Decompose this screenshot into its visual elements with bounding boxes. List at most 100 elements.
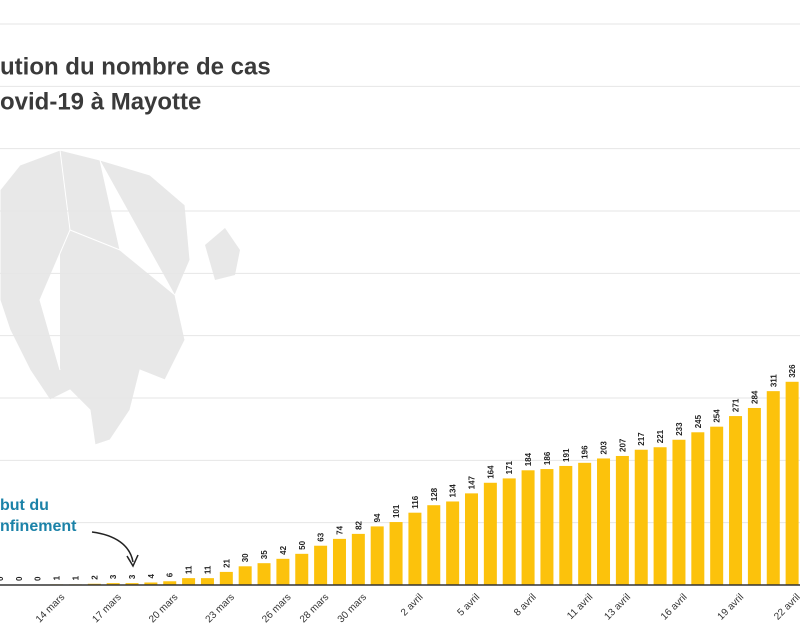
value-label: 50 — [298, 540, 307, 549]
value-label: 147 — [468, 475, 477, 489]
bar — [465, 493, 478, 585]
value-label: 63 — [317, 532, 326, 541]
value-label: 284 — [750, 390, 759, 404]
chart-title: ution du nombre de cas — [0, 53, 271, 80]
value-label: 128 — [430, 487, 439, 501]
bar — [672, 439, 686, 585]
annotation-arrow — [91, 531, 134, 563]
x-tick-label: 22 avril — [772, 592, 800, 623]
value-label: 1 — [71, 575, 80, 580]
value-label: 207 — [618, 438, 627, 452]
x-tick-label: 20 mars — [147, 592, 180, 625]
map-petite-terre — [205, 228, 240, 280]
value-label: 3 — [109, 574, 118, 579]
value-label: 311 — [769, 374, 778, 387]
x-tick-label: 5 avril — [456, 592, 483, 619]
value-label: 0 — [15, 576, 24, 581]
value-label: 221 — [656, 429, 665, 443]
value-label: 171 — [505, 461, 514, 475]
chart-title: ovid-19 à Mayotte — [0, 88, 201, 115]
value-label: 2 — [90, 575, 99, 580]
x-tick-label: 30 mars — [336, 592, 369, 625]
x-tick-label: 8 avril — [512, 592, 539, 619]
annotation-arrowhead — [126, 554, 139, 568]
bar — [502, 478, 516, 585]
value-label: 4 — [147, 574, 156, 579]
value-label: 233 — [675, 422, 684, 436]
bar — [446, 501, 460, 585]
x-tick-label: 17 mars — [90, 592, 123, 625]
x-tick-label: 16 avril — [659, 592, 690, 623]
bar — [106, 583, 120, 585]
bar — [483, 482, 497, 585]
bar — [125, 583, 139, 585]
value-label: 186 — [543, 451, 552, 465]
bar — [597, 458, 611, 585]
bar — [295, 553, 309, 585]
value-label: 0 — [34, 576, 43, 581]
x-tick-label: 2 avril — [399, 592, 426, 619]
value-label: 254 — [713, 409, 722, 423]
bar — [144, 582, 158, 585]
bar — [238, 566, 252, 585]
value-label: 21 — [222, 558, 231, 567]
value-label: 245 — [694, 414, 703, 428]
x-tick-label: 28 mars — [298, 592, 331, 625]
bar — [200, 578, 214, 585]
value-label: 35 — [260, 550, 269, 559]
x-tick-label: 13 avril — [602, 592, 633, 623]
x-tick-label: 23 mars — [204, 592, 237, 625]
bar — [332, 538, 346, 585]
annotation: nfinement — [0, 518, 77, 535]
bar — [653, 447, 667, 585]
bar — [219, 571, 233, 585]
value-label: 326 — [788, 364, 797, 378]
value-label: 11 — [185, 565, 194, 574]
value-label: 184 — [524, 452, 533, 466]
bar — [408, 512, 422, 585]
bar — [351, 533, 365, 585]
bar — [578, 462, 592, 585]
bar — [276, 558, 290, 585]
value-label: 203 — [600, 441, 609, 455]
bar — [370, 526, 384, 585]
value-label: 217 — [637, 432, 646, 446]
bar — [389, 522, 403, 585]
value-label: 1 — [53, 575, 62, 580]
value-label: 0 — [0, 576, 5, 581]
value-label: 82 — [354, 520, 363, 529]
bar — [634, 449, 648, 585]
value-label: 271 — [732, 398, 741, 412]
value-label: 42 — [279, 545, 288, 554]
value-label: 101 — [392, 504, 401, 518]
bar — [729, 416, 743, 585]
bar — [747, 407, 761, 585]
bar — [521, 470, 535, 585]
x-tick-label: 19 avril — [716, 592, 747, 623]
bar — [559, 465, 573, 585]
bar — [257, 563, 271, 585]
value-label: 116 — [411, 495, 420, 508]
bar — [766, 391, 780, 585]
value-label: 74 — [335, 525, 344, 534]
annotation: but du — [0, 497, 49, 514]
value-label: 164 — [486, 465, 495, 479]
value-label: 11 — [203, 565, 212, 574]
x-tick-label: 14 mars — [34, 592, 67, 625]
bar — [615, 455, 629, 585]
bar — [427, 505, 441, 585]
bar — [540, 469, 554, 585]
value-label: 3 — [128, 574, 137, 579]
x-tick-label: 11 avril — [565, 592, 595, 622]
bar — [785, 381, 799, 585]
value-label: 196 — [581, 445, 590, 459]
value-label: 191 — [562, 448, 571, 462]
map-mayotte — [0, 149, 191, 446]
x-tick-label: 26 mars — [260, 592, 293, 625]
bar — [691, 432, 705, 585]
value-label: 134 — [449, 484, 458, 498]
value-label: 94 — [373, 513, 382, 522]
value-label: 30 — [241, 553, 250, 562]
bar — [163, 581, 177, 585]
